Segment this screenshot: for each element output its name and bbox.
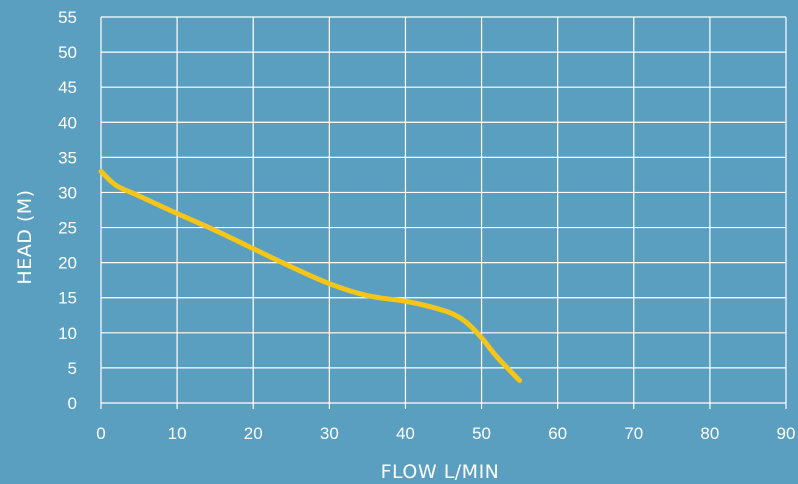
y-tick-label: 20	[58, 254, 77, 273]
y-tick-label: 55	[58, 8, 77, 27]
x-tick-label: 40	[396, 424, 415, 443]
grid	[100, 16, 787, 409]
y-tick-label: 40	[58, 113, 77, 132]
y-tick-label: 15	[58, 289, 77, 308]
pump-curve-line	[98, 168, 523, 384]
x-tick-label: 70	[624, 424, 643, 443]
x-tick-label: 60	[548, 424, 567, 443]
x-tick-label: 50	[472, 424, 491, 443]
y-tick-label: 30	[58, 183, 77, 202]
y-tick-labels: 0 5 10 15 20 25 30 35 40 45 50 55	[58, 8, 77, 413]
y-tick-label: 50	[58, 43, 77, 62]
x-tick-label: 0	[96, 424, 105, 443]
y-axis-title: HEAD (M)	[14, 189, 36, 284]
x-tick-label: 20	[244, 424, 263, 443]
y-tick-label: 5	[68, 359, 77, 378]
x-tick-label: 10	[168, 424, 187, 443]
y-tick-label: 25	[58, 219, 77, 238]
series-layer	[98, 168, 523, 384]
y-tick-label: 10	[58, 324, 77, 343]
x-tick-label: 90	[777, 424, 796, 443]
x-tick-labels: 0 10 20 30 40 50 60 70 80 90	[96, 424, 795, 443]
y-tick-label: 45	[58, 78, 77, 97]
x-axis-title: FLOW L/MIN	[381, 461, 500, 483]
y-tick-label: 0	[68, 394, 77, 413]
y-tick-label: 35	[58, 148, 77, 167]
x-tick-label: 30	[320, 424, 339, 443]
x-tick-label: 80	[700, 424, 719, 443]
